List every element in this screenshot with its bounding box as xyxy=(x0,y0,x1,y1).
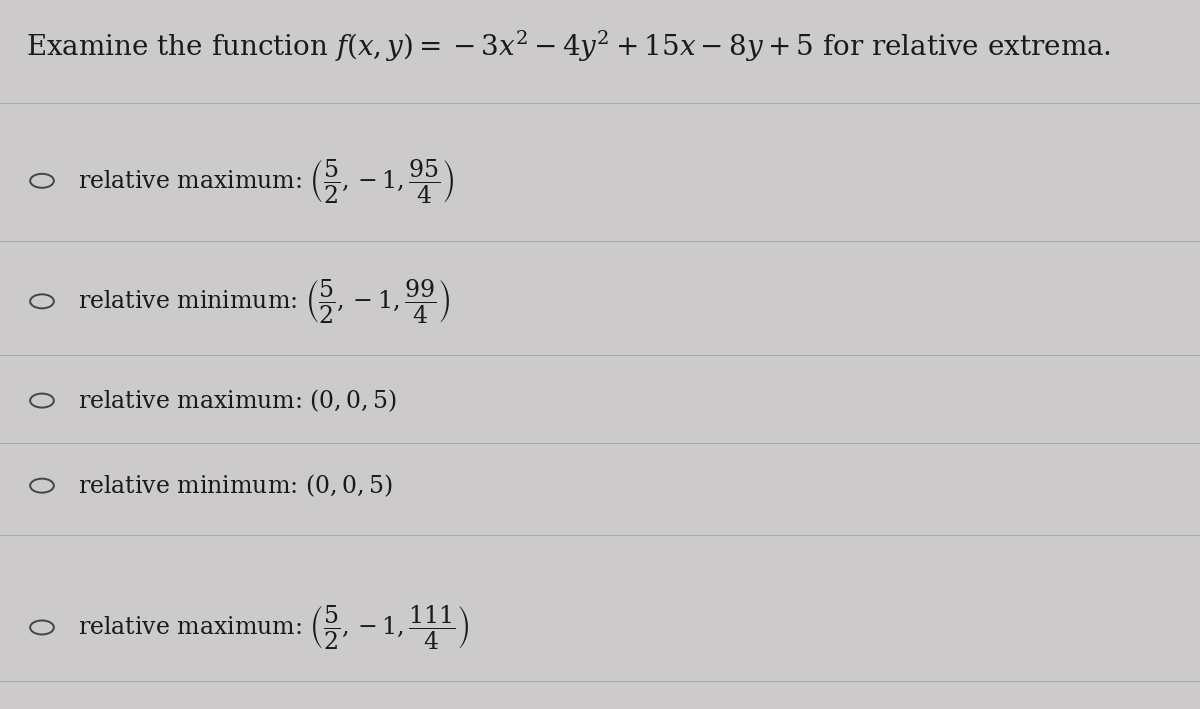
Text: relative minimum: $(0, 0, 5)$: relative minimum: $(0, 0, 5)$ xyxy=(78,472,392,499)
Text: relative minimum: $\left(\dfrac{5}{2}, -1, \dfrac{99}{4}\right)$: relative minimum: $\left(\dfrac{5}{2}, -… xyxy=(78,277,450,325)
Text: relative maximum: $\left(\dfrac{5}{2}, -1, \dfrac{111}{4}\right)$: relative maximum: $\left(\dfrac{5}{2}, -… xyxy=(78,603,469,652)
Text: Examine the function $f(x, y) = -3x^2 - 4y^2 + 15x - 8y + 5$ for relative extrem: Examine the function $f(x, y) = -3x^2 - … xyxy=(26,28,1111,64)
Text: relative maximum: $\left(\dfrac{5}{2}, -1, \dfrac{95}{4}\right)$: relative maximum: $\left(\dfrac{5}{2}, -… xyxy=(78,157,455,205)
Text: relative maximum: $(0, 0, 5)$: relative maximum: $(0, 0, 5)$ xyxy=(78,387,397,414)
